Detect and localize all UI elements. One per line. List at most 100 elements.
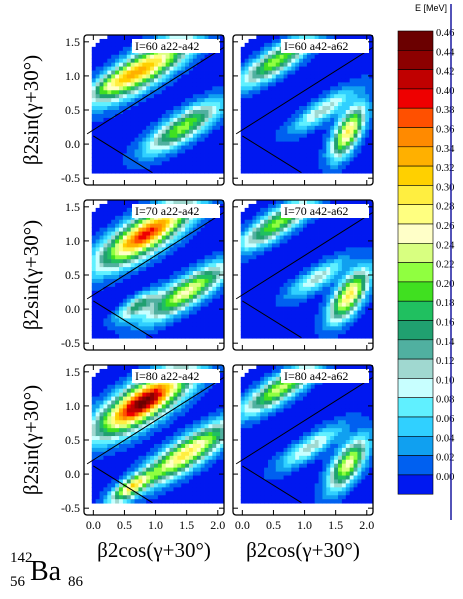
heatmap-cell: [353, 219, 358, 225]
heatmap-cell: [334, 278, 339, 284]
heatmap-cell: [264, 215, 269, 221]
heatmap-cell: [103, 90, 108, 95]
heatmap-cell: [99, 207, 104, 213]
heatmap-cell: [369, 133, 373, 139]
heatmap-cell: [161, 263, 167, 268]
heatmap-cell: [310, 157, 316, 162]
heatmap-cell: [107, 440, 112, 445]
heatmap-cell: [326, 200, 331, 205]
heatmap-cell: [341, 267, 347, 272]
heatmap-cell: [169, 271, 174, 276]
heatmap-cell: [283, 298, 288, 304]
heatmap-cell: [369, 334, 373, 339]
heatmap-cell: [169, 219, 174, 225]
heatmap-cell: [353, 35, 358, 40]
heatmap-cell: [275, 113, 281, 119]
heatmap-cell: [181, 286, 186, 292]
heatmap-cell: [192, 326, 198, 331]
heatmap-cell: [306, 117, 312, 123]
heatmap-cell: [268, 165, 273, 170]
heatmap-cell: [161, 110, 167, 115]
heatmap-cell: [244, 231, 249, 236]
heatmap-cell: [103, 74, 108, 79]
heatmap-cell: [95, 286, 100, 292]
heatmap-cell: [322, 54, 327, 60]
heatmap-cell: [314, 153, 319, 158]
heatmap-cell: [204, 275, 209, 280]
heatmap-cell: [260, 334, 265, 339]
heatmap-cell: [310, 275, 316, 280]
heatmap-cell: [95, 443, 100, 449]
heatmap-cell: [91, 247, 97, 252]
heatmap-cell: [154, 326, 159, 331]
heatmap-cell: [161, 149, 167, 154]
heatmap-cell: [130, 255, 135, 260]
heatmap-cell: [119, 239, 124, 244]
heatmap-cell: [196, 133, 202, 139]
heatmap-cell: [208, 310, 213, 315]
heatmap-cell: [341, 153, 347, 158]
heatmap-cell: [157, 157, 163, 162]
heatmap-cell: [318, 322, 323, 327]
heatmap-cell: [196, 35, 202, 40]
heatmap-cell: [99, 165, 104, 170]
heatmap-cell: [291, 62, 296, 67]
heatmap-cell: [299, 117, 304, 123]
heatmap-cell: [252, 117, 257, 123]
heatmap-cells: [233, 200, 373, 350]
heatmap-cell: [154, 334, 159, 339]
heatmap-cell: [173, 334, 178, 339]
heatmap-cell: [115, 102, 120, 107]
heatmap-cell: [181, 227, 186, 232]
heatmap-cell: [341, 278, 347, 284]
heatmap-cell: [150, 223, 155, 229]
heatmap-cell: [326, 78, 331, 83]
heatmap-cell: [334, 54, 339, 60]
heatmap-cell: [142, 298, 147, 304]
heatmap-cell: [314, 278, 319, 284]
heatmap-cell: [157, 243, 163, 248]
heatmap-cell: [220, 98, 224, 103]
heatmap-cell: [91, 290, 97, 296]
heatmap-cell: [99, 298, 104, 304]
heatmap-cell: [115, 372, 120, 378]
heatmap-cell: [189, 223, 194, 229]
heatmap-cell: [107, 149, 112, 154]
heatmap-cell: [111, 463, 116, 469]
heatmap-cell: [264, 145, 269, 150]
heatmap-cell: [341, 94, 347, 99]
heatmap-cell: [91, 129, 97, 135]
heatmap-cell: [115, 404, 120, 409]
heatmap-cell: [204, 302, 209, 307]
heatmap-cell: [212, 141, 217, 146]
heatmap-cell: [142, 145, 147, 150]
heatmap-cell: [181, 271, 186, 276]
heatmap-cell: [310, 200, 316, 205]
heatmap-cell: [291, 267, 296, 272]
heatmap-cell: [260, 133, 265, 139]
heatmap-cell: [165, 290, 170, 296]
heatmap-cell: [322, 282, 327, 288]
heatmap-cell: [138, 251, 143, 256]
heatmap-cell: [264, 106, 269, 111]
heatmap-cell: [330, 113, 335, 119]
heatmap-cell: [122, 50, 128, 56]
heatmap-cell: [365, 298, 370, 304]
heatmap-cell: [268, 70, 273, 75]
heatmap-cell: [161, 330, 167, 335]
heatmap-cell: [107, 141, 112, 146]
heatmap-cell: [275, 200, 281, 205]
heatmap-cell: [119, 94, 124, 99]
heatmap-cell: [181, 82, 186, 87]
heatmap-cell: [122, 42, 128, 48]
heatmap-cell: [357, 157, 362, 162]
heatmap-cell: [119, 82, 124, 87]
heatmap-cell: [341, 239, 347, 244]
heatmap-cell: [369, 113, 373, 119]
heatmap-cell: [122, 219, 128, 225]
heatmap-cell: [310, 117, 316, 123]
heatmap-cell: [161, 243, 167, 248]
heatmap-cell: [252, 294, 257, 300]
heatmap-cell: [192, 113, 198, 119]
heatmap-cell: [275, 223, 281, 229]
